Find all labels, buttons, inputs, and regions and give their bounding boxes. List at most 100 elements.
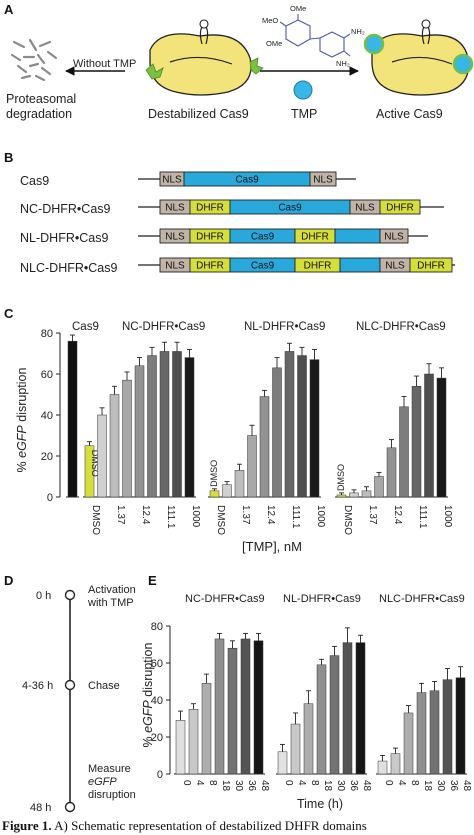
- chart-c-plot: 0 20 40 60 80 DMSO DMSO 1.37 12.4 111.1 1000 DMSO DM…: [41, 328, 453, 535]
- chart-c-title-nlc: NLC-DHFR•Cas9: [356, 321, 446, 333]
- chart-e-bar: [303, 703, 314, 775]
- chart-e-x-tick-label: 4: [194, 780, 205, 786]
- chart-e-x-tick-label: 36: [246, 780, 257, 792]
- panel-label-a: A: [4, 2, 14, 17]
- chart-e-x-tick-label: 8: [309, 780, 320, 786]
- domain-dhfr-box: [379, 199, 421, 215]
- chart-e-bar: [188, 709, 199, 775]
- proteasomal-label: Proteasomal: [6, 92, 76, 106]
- chart-c-xlabel: [TMP], nM: [242, 539, 302, 554]
- chart-c-x-tick-label: DMSO: [215, 505, 226, 535]
- destabilized-cas9-icon: [145, 19, 264, 96]
- chart-c-x-tick-label: 111.1: [417, 505, 428, 529]
- chart-e-bar: [455, 677, 466, 775]
- chart-c-bar: [234, 470, 245, 498]
- chart-c-x-tick-label: 12.4: [392, 505, 403, 525]
- tmp-label: TMP: [291, 107, 317, 121]
- event-with-tmp: with TMP: [87, 597, 134, 609]
- figure-caption: Figure 1. A) Schematic representation of…: [2, 818, 474, 834]
- chart-e-x-tick-label: 18: [220, 780, 231, 792]
- domain-dhfr-label: DHFR: [196, 261, 224, 272]
- chart-c-x-tick-label: 12.4: [140, 505, 151, 525]
- chart-c-bar: [109, 394, 120, 498]
- chart-c-bar: [386, 447, 397, 498]
- domain-nls-label: NLS: [384, 232, 404, 243]
- chart-e-bar: [201, 683, 212, 775]
- chart-e-x-tick-label: 30: [335, 780, 346, 792]
- timepoint-marker-start: [64, 589, 76, 601]
- chart-c-x-tick-label: DMSO: [90, 505, 101, 535]
- chart-c-y-tick-label: 60: [41, 369, 53, 381]
- chart-e-bar: [377, 760, 388, 775]
- chart-c-bar: [297, 355, 307, 498]
- domain-dhfr-label: DHFR: [301, 232, 329, 243]
- chart-e-bar: [227, 647, 238, 775]
- chart-c-bar: [436, 377, 447, 498]
- active-cas9-icon: [363, 19, 474, 96]
- chart-e-x-tick-label: 30: [435, 780, 446, 792]
- timepoint-marker-end: [64, 801, 76, 813]
- chart-e-x-tick-label: 36: [448, 780, 459, 792]
- tmp-nh2-bottom: NH₂: [336, 59, 350, 68]
- chart-e-bar: [390, 753, 401, 775]
- chart-c-x-tick-label: 111.1: [165, 505, 176, 529]
- chart-e-bar: [253, 640, 264, 775]
- chart-c-dmso-label: DMSO: [90, 450, 100, 477]
- chart-c-bar: [209, 490, 220, 498]
- domain-nls-label: NLS: [385, 261, 405, 272]
- caption-label: Figure 1.: [2, 818, 52, 833]
- domain-cas9-label: Cas9: [251, 261, 275, 272]
- chart-e-x-tick-label: 4: [396, 780, 407, 786]
- chart-c-y-tick-label: 80: [41, 328, 53, 340]
- chart-e-bar: [342, 642, 353, 775]
- chart-c-bar: [222, 484, 232, 498]
- time-48h: 48 h: [30, 802, 51, 814]
- chart-c-title-nc: NC-DHFR•Cas9: [122, 321, 205, 333]
- chart-e-title-nlc: NLC-DHFR•Cas9: [379, 593, 465, 605]
- chart-e-y-tick-label: 20: [151, 732, 163, 744]
- chart-c-bar: [247, 435, 257, 498]
- chart-c-dmso-label: DMSO: [336, 464, 346, 491]
- chart-c-bar: [172, 351, 182, 498]
- domain-dhfr-label: DHFR: [196, 203, 224, 214]
- chart-e-x-tick-label: 0: [383, 780, 394, 786]
- chart-c-bar: [411, 386, 422, 498]
- chart-e-x-tick-label: 36: [348, 780, 359, 792]
- chart-c-bar: [309, 359, 320, 498]
- chart-e-y-tick-label: 40: [151, 695, 163, 707]
- event-disruption: disruption: [88, 789, 136, 801]
- chart-e-x-tick-label: 0: [181, 780, 192, 786]
- chart-c-ylabel: % eGFP disruption: [15, 367, 29, 472]
- tmp-molecule-icon: [279, 14, 351, 58]
- chart-e-bar: [240, 638, 251, 775]
- domain-nls-label: NLS: [165, 261, 185, 272]
- domain-nls-label: NLS: [162, 175, 182, 186]
- active-cas9-label: Active Cas9: [376, 107, 443, 121]
- chart-c-bar: [361, 490, 372, 498]
- chart-c-bar: [349, 492, 359, 498]
- chart-e-bar: [355, 642, 366, 775]
- chart-e-bar: [429, 690, 440, 775]
- domain-dhfr-box: [409, 257, 453, 273]
- chart-e-bar: [316, 664, 327, 775]
- chart-e-bar: [403, 712, 414, 775]
- chart-e-y-tick-label: 80: [151, 621, 163, 633]
- chart-c-bar: [424, 373, 434, 498]
- chart-e-x-tick-label: 4: [296, 780, 307, 786]
- chart-c-x-tick-label: 1000: [442, 505, 453, 528]
- construct-label-nlc: NLC-DHFR•Cas9: [20, 261, 117, 275]
- chart-e-bar: [329, 655, 340, 775]
- time-4-36h: 4-36 h: [22, 680, 53, 692]
- domain-dhfr-label: DHFR: [304, 261, 332, 272]
- chart-e-bar: [290, 723, 301, 775]
- chart-e-y-tick-label: 0: [157, 769, 163, 781]
- chart-c-y-tick-label: 0: [47, 492, 53, 504]
- chart-c-x-tick-label: 1.37: [240, 505, 251, 525]
- chart-c-bar: [147, 355, 157, 498]
- chart-e-title-nl: NL-DHFR•Cas9: [283, 593, 361, 605]
- chart-c-dmso-label: DMSO: [209, 460, 219, 487]
- chart-e-xlabel: Time (h): [297, 797, 343, 811]
- degradation-label: degradation: [6, 107, 72, 121]
- panel-d-timeline: 0 h 4-36 h 48 h Activation with TMP Chas…: [22, 584, 136, 814]
- domain-cas9-label: Cas9: [251, 232, 275, 243]
